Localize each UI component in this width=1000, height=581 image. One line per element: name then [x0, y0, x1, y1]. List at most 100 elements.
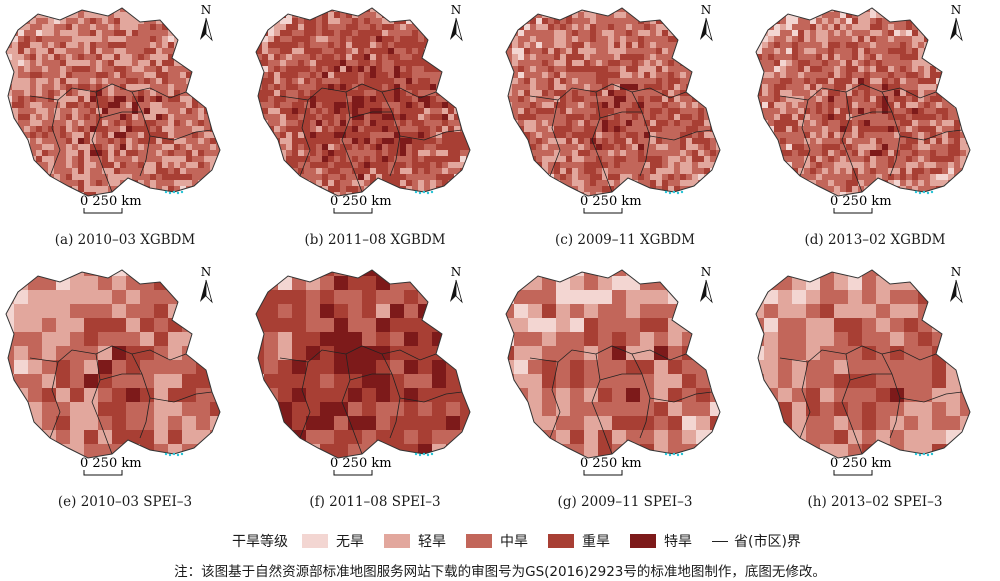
drought-cell — [6, 36, 7, 43]
drought-cell — [328, 156, 335, 163]
drought-cell — [828, 162, 835, 169]
drought-cell — [54, 0, 61, 7]
drought-cell — [948, 108, 955, 115]
drought-cell — [388, 0, 395, 7]
drought-cell — [578, 102, 585, 109]
drought-cell — [786, 18, 793, 25]
drought-cell — [668, 132, 675, 139]
drought-cell — [756, 8, 757, 13]
drought-cell — [78, 84, 85, 91]
drought-cell — [174, 150, 181, 157]
drought-cell — [906, 84, 913, 91]
drought-cell — [174, 72, 181, 79]
drought-cell — [656, 96, 663, 103]
drought-cell — [840, 18, 847, 25]
drought-cell — [304, 90, 311, 97]
drought-cell — [518, 162, 525, 169]
drought-cell — [816, 78, 823, 85]
drought-cell — [424, 66, 431, 73]
drought-cell — [12, 168, 19, 175]
drought-cell — [680, 114, 687, 121]
drought-cell — [364, 150, 371, 157]
drought-cell — [370, 168, 377, 175]
drought-cell — [852, 120, 859, 127]
drought-cell — [36, 156, 43, 163]
drought-cell — [382, 174, 389, 181]
drought-cell — [210, 84, 217, 91]
drought-cell — [810, 90, 817, 97]
drought-cell — [186, 180, 193, 187]
drought-cell — [346, 186, 353, 193]
drought-cell — [48, 54, 55, 61]
drought-cell — [54, 60, 61, 67]
drought-cell — [168, 162, 175, 169]
drought-cell — [596, 174, 603, 181]
drought-cell — [686, 36, 693, 43]
drought-cell — [256, 186, 263, 193]
drought-cell — [674, 180, 681, 187]
drought-cell — [650, 36, 657, 43]
drought-cell — [680, 42, 687, 49]
drought-cell — [144, 78, 151, 85]
drought-cell — [698, 48, 705, 55]
drought-cell — [48, 144, 55, 151]
drought-cell — [650, 96, 657, 103]
drought-cell — [840, 102, 847, 109]
drought-cell — [506, 42, 507, 49]
drought-cell — [256, 138, 257, 145]
drought-cell — [334, 174, 341, 181]
drought-cell — [506, 30, 507, 37]
drought-cell — [216, 180, 220, 187]
drought-cell — [42, 66, 49, 73]
drought-cell — [298, 114, 305, 121]
drought-cell — [394, 24, 401, 31]
drought-cell — [906, 36, 913, 43]
drought-cell — [256, 90, 257, 97]
drought-cell — [792, 30, 799, 37]
drought-cell — [162, 12, 169, 19]
drought-cell — [370, 132, 377, 139]
drought-cell — [430, 24, 437, 31]
drought-cell — [78, 180, 85, 187]
drought-cell — [894, 108, 901, 115]
drought-cell — [822, 144, 829, 151]
drought-cell — [24, 108, 31, 115]
drought-cell — [506, 8, 507, 13]
drought-cell — [590, 174, 597, 181]
drought-cell — [626, 150, 633, 157]
drought-cell — [382, 30, 389, 37]
drought-cell — [704, 54, 711, 61]
drought-cell — [942, 8, 949, 13]
drought-cell — [198, 108, 205, 115]
drought-cell — [792, 66, 799, 73]
drought-cell — [358, 138, 365, 145]
drought-cell — [506, 96, 507, 103]
drought-cell — [120, 24, 127, 31]
drought-cell — [406, 192, 413, 196]
drought-cell — [24, 90, 31, 97]
drought-cell — [6, 8, 13, 13]
drought-cell — [346, 18, 353, 25]
drought-cell — [162, 48, 169, 55]
drought-cell — [96, 132, 103, 139]
drought-cell — [96, 96, 103, 103]
drought-cell — [650, 54, 657, 61]
drought-cell — [466, 198, 473, 205]
drought-cell — [972, 78, 979, 85]
drought-cell — [216, 120, 220, 127]
drought-cell — [292, 156, 299, 163]
drought-cell — [554, 144, 561, 151]
drought-cell — [792, 90, 799, 97]
drought-cell — [864, 138, 871, 145]
drought-cells — [756, 8, 979, 196]
drought-cell — [304, 72, 311, 79]
drought-cell — [906, 162, 913, 169]
drought-cell — [768, 144, 775, 151]
drought-cell — [132, 150, 139, 157]
drought-cell — [662, 54, 669, 61]
drought-cell — [566, 0, 573, 7]
drought-cell — [448, 150, 455, 157]
drought-cell — [310, 126, 317, 133]
drought-cell — [822, 138, 829, 145]
drought-cell — [210, 60, 217, 67]
